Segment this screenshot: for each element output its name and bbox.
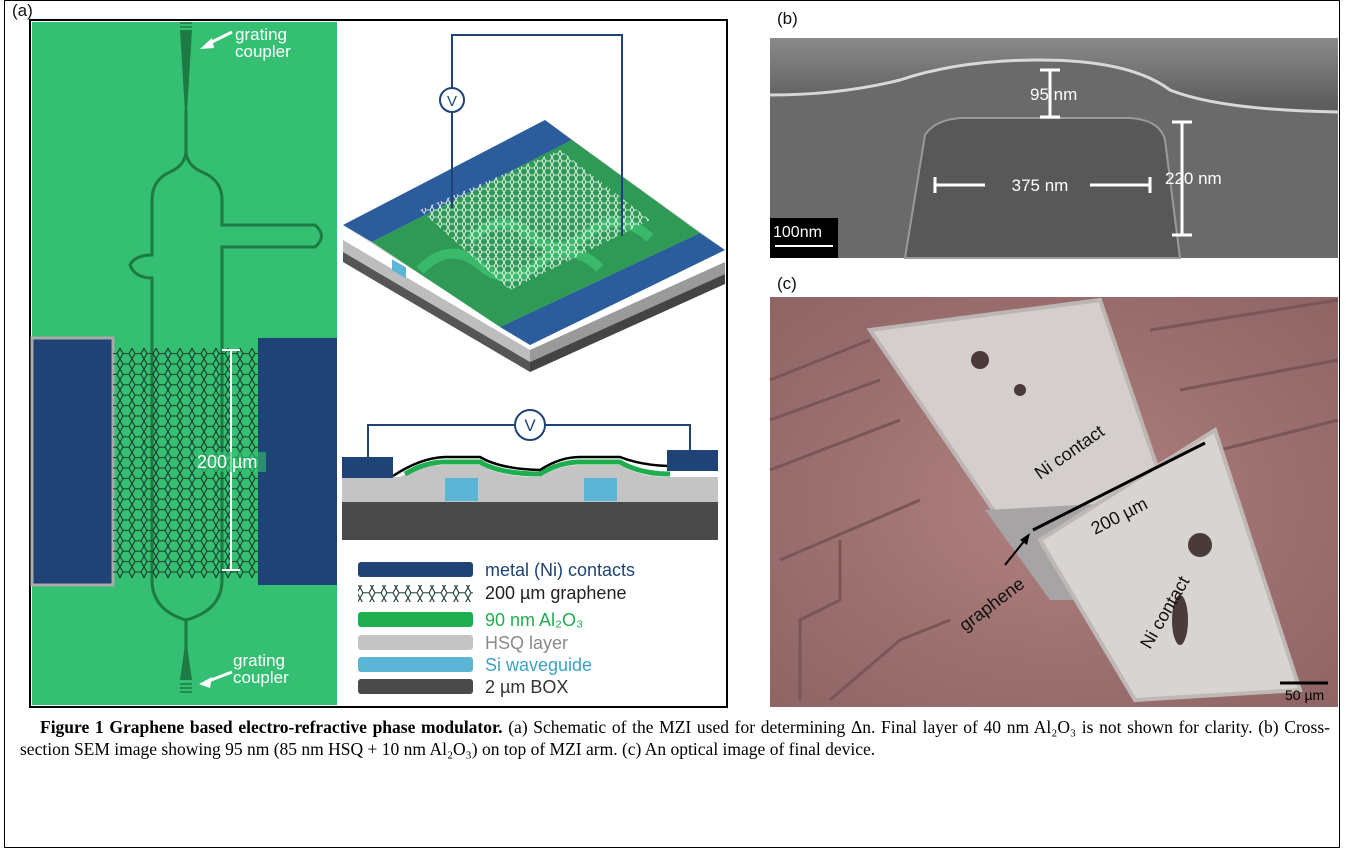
arrow-head — [200, 38, 214, 49]
figure-border — [4, 0, 1340, 848]
legend-swatch — [358, 635, 473, 650]
annotation: 200 µm — [197, 452, 257, 472]
caption-title: Figure 1 Graphene based electro-refracti… — [40, 717, 503, 737]
annotation: grating coupler — [235, 25, 291, 61]
panel-label: (a) — [12, 1, 33, 20]
annotation: grating coupler — [233, 651, 289, 687]
panel-label: (b) — [777, 9, 798, 28]
legend-swatch — [358, 657, 473, 672]
panel-label: (c) — [777, 274, 797, 293]
contact-pad — [30, 336, 115, 587]
cross-section — [342, 409, 718, 540]
legend-label: metal (Ni) contacts — [485, 560, 635, 580]
legend-label: 2 µm BOX — [485, 677, 568, 697]
arrow-head — [1020, 533, 1030, 545]
annotation: 375 nm — [1012, 176, 1069, 195]
legend-label: Si waveguide — [485, 655, 592, 675]
caption-text: (a) Schematic of the MZI used for determ… — [20, 717, 1330, 759]
sem-edge — [769, 58, 1339, 114]
legend-label: HSQ layer — [485, 633, 568, 653]
legend-label: 90 nm Al₂O₃ — [485, 610, 583, 630]
legend-swatch — [358, 585, 473, 602]
caption: Figure 1 Graphene based electro-refracti… — [20, 716, 1330, 760]
legend-swatch — [358, 612, 473, 627]
legend-swatch — [358, 562, 473, 577]
arrow-head — [199, 677, 212, 688]
grating-taper — [180, 30, 192, 112]
arrow — [1004, 539, 1026, 566]
device-3d — [343, 34, 725, 372]
annotation: 95 nm — [1030, 85, 1077, 104]
label-bg — [196, 452, 266, 472]
legend-label: 200 µm graphene — [485, 583, 626, 603]
dimension — [1032, 441, 1206, 532]
voltage-label: V — [524, 416, 536, 435]
grating-lines — [180, 22, 192, 693]
legend: metal (Ni) contacts 200 µm graphene 90 n… — [358, 560, 635, 697]
mzi-waveguide — [128, 110, 323, 650]
dimension — [933, 68, 1192, 237]
legend-swatch — [358, 679, 473, 694]
voltage-label: V — [447, 93, 457, 110]
annotation: 220 nm — [1165, 169, 1222, 188]
scale-bar-label: 100nm — [773, 224, 822, 241]
scale-bar-bg — [770, 218, 838, 258]
scale-bar-label: 50 µm — [1285, 687, 1324, 703]
contact-pad — [258, 338, 337, 585]
debris — [971, 351, 1212, 645]
sem-waveguide — [903, 117, 1182, 259]
waveguides — [769, 298, 1339, 702]
grating-taper — [180, 645, 192, 680]
